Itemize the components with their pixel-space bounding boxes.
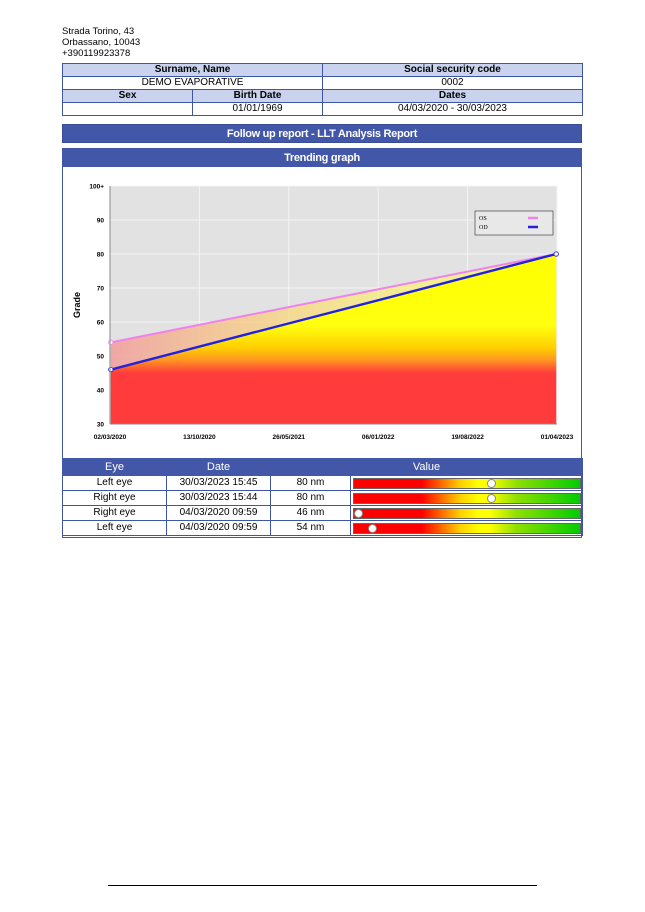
table-row: Right eye 30/03/2023 15:44 80 nm <box>62 490 584 506</box>
gauge-marker <box>487 493 497 503</box>
table-row: Right eye 04/03/2020 09:59 46 nm <box>62 505 584 521</box>
gauge-marker <box>487 478 497 488</box>
report-title: Follow up report - LLT Analysis Report <box>62 124 582 143</box>
clinic-address: Strada Torino, 43 Orbassano, 10043 +3901… <box>62 26 140 59</box>
value-cell: 54 nm <box>270 520 351 536</box>
surname-name-header: Surname, Name <box>62 63 323 77</box>
gauge-marker <box>354 508 364 518</box>
data-point <box>553 251 559 257</box>
data-point <box>108 366 114 373</box>
trending-panel: Trending graph <box>62 148 582 538</box>
value-gauge <box>352 507 581 519</box>
data-point <box>108 339 114 345</box>
y-tick-label: 50 <box>97 354 105 361</box>
series-line-os <box>110 253 557 344</box>
value-header: Value <box>269 458 584 476</box>
eye-cell: Right eye <box>62 505 167 521</box>
y-axis-label: Grade <box>72 292 82 318</box>
y-tick-label: 30 <box>97 422 105 429</box>
address-phone: +390119923378 <box>62 48 131 59</box>
patient-info-table: Surname, Name Social security code DEMO … <box>62 63 583 116</box>
y-tick-label: 100+ <box>89 184 104 191</box>
gauge-cell <box>349 520 584 536</box>
eye-header: Eye <box>62 458 167 476</box>
date-cell: 04/03/2020 09:59 <box>166 505 271 521</box>
eye-cell: Right eye <box>62 490 167 506</box>
x-tick-label: 19/08/2022 <box>451 434 484 441</box>
results-table: Eye Date Value Left eye 30/03/2023 15:45 8… <box>62 458 584 536</box>
value-cell: 80 nm <box>270 475 351 491</box>
value-cell: 46 nm <box>270 505 351 521</box>
footer-rule <box>108 885 537 886</box>
eye-cell: Left eye <box>62 475 167 491</box>
value-cell: 80 nm <box>270 490 351 506</box>
y-tick-label: 80 <box>97 252 105 259</box>
legend-label: OS <box>479 216 487 222</box>
x-tick-label: 02/03/2020 <box>94 434 127 441</box>
y-tick-label: 60 <box>97 320 105 327</box>
value-gauge <box>352 492 581 504</box>
address-city: Orbassano, 10043 <box>62 37 141 48</box>
x-tick-label: 01/04/2023 <box>541 434 574 441</box>
value-gauge <box>352 477 581 489</box>
value-gauge <box>352 522 581 534</box>
birth-date-value: 01/01/1969 <box>192 102 323 116</box>
y-tick-label: 90 <box>97 218 105 225</box>
gauge-cell <box>349 475 584 491</box>
gauge-marker <box>367 523 377 533</box>
birth-date-header: Birth Date <box>192 89 323 103</box>
gauge-cell <box>349 490 584 506</box>
address-street: Strada Torino, 43 <box>62 26 135 37</box>
date-cell: 04/03/2020 09:59 <box>166 520 271 536</box>
date-cell: 30/03/2023 15:45 <box>166 475 271 491</box>
trending-title: Trending graph <box>63 149 581 167</box>
date-header: Date <box>166 458 271 476</box>
legend-label: OD <box>479 225 488 231</box>
x-tick-label: 06/01/2022 <box>362 434 395 441</box>
y-tick-label: 40 <box>97 388 105 395</box>
table-row: Left eye 04/03/2020 09:59 54 nm <box>62 520 584 536</box>
x-tick-label: 13/10/2020 <box>183 434 216 441</box>
legend-box <box>474 210 554 236</box>
series-line-od <box>110 252 557 371</box>
date-cell: 30/03/2023 15:44 <box>166 490 271 506</box>
x-tick-label: 26/05/2021 <box>273 434 306 441</box>
area-fill <box>110 254 557 424</box>
y-tick-label: 70 <box>97 286 105 293</box>
dates-value: 04/03/2020 - 30/03/2023 <box>322 102 583 116</box>
gauge-cell <box>349 505 584 521</box>
table-row: Left eye 30/03/2023 15:45 80 nm <box>62 475 584 491</box>
eye-cell: Left eye <box>62 520 167 536</box>
